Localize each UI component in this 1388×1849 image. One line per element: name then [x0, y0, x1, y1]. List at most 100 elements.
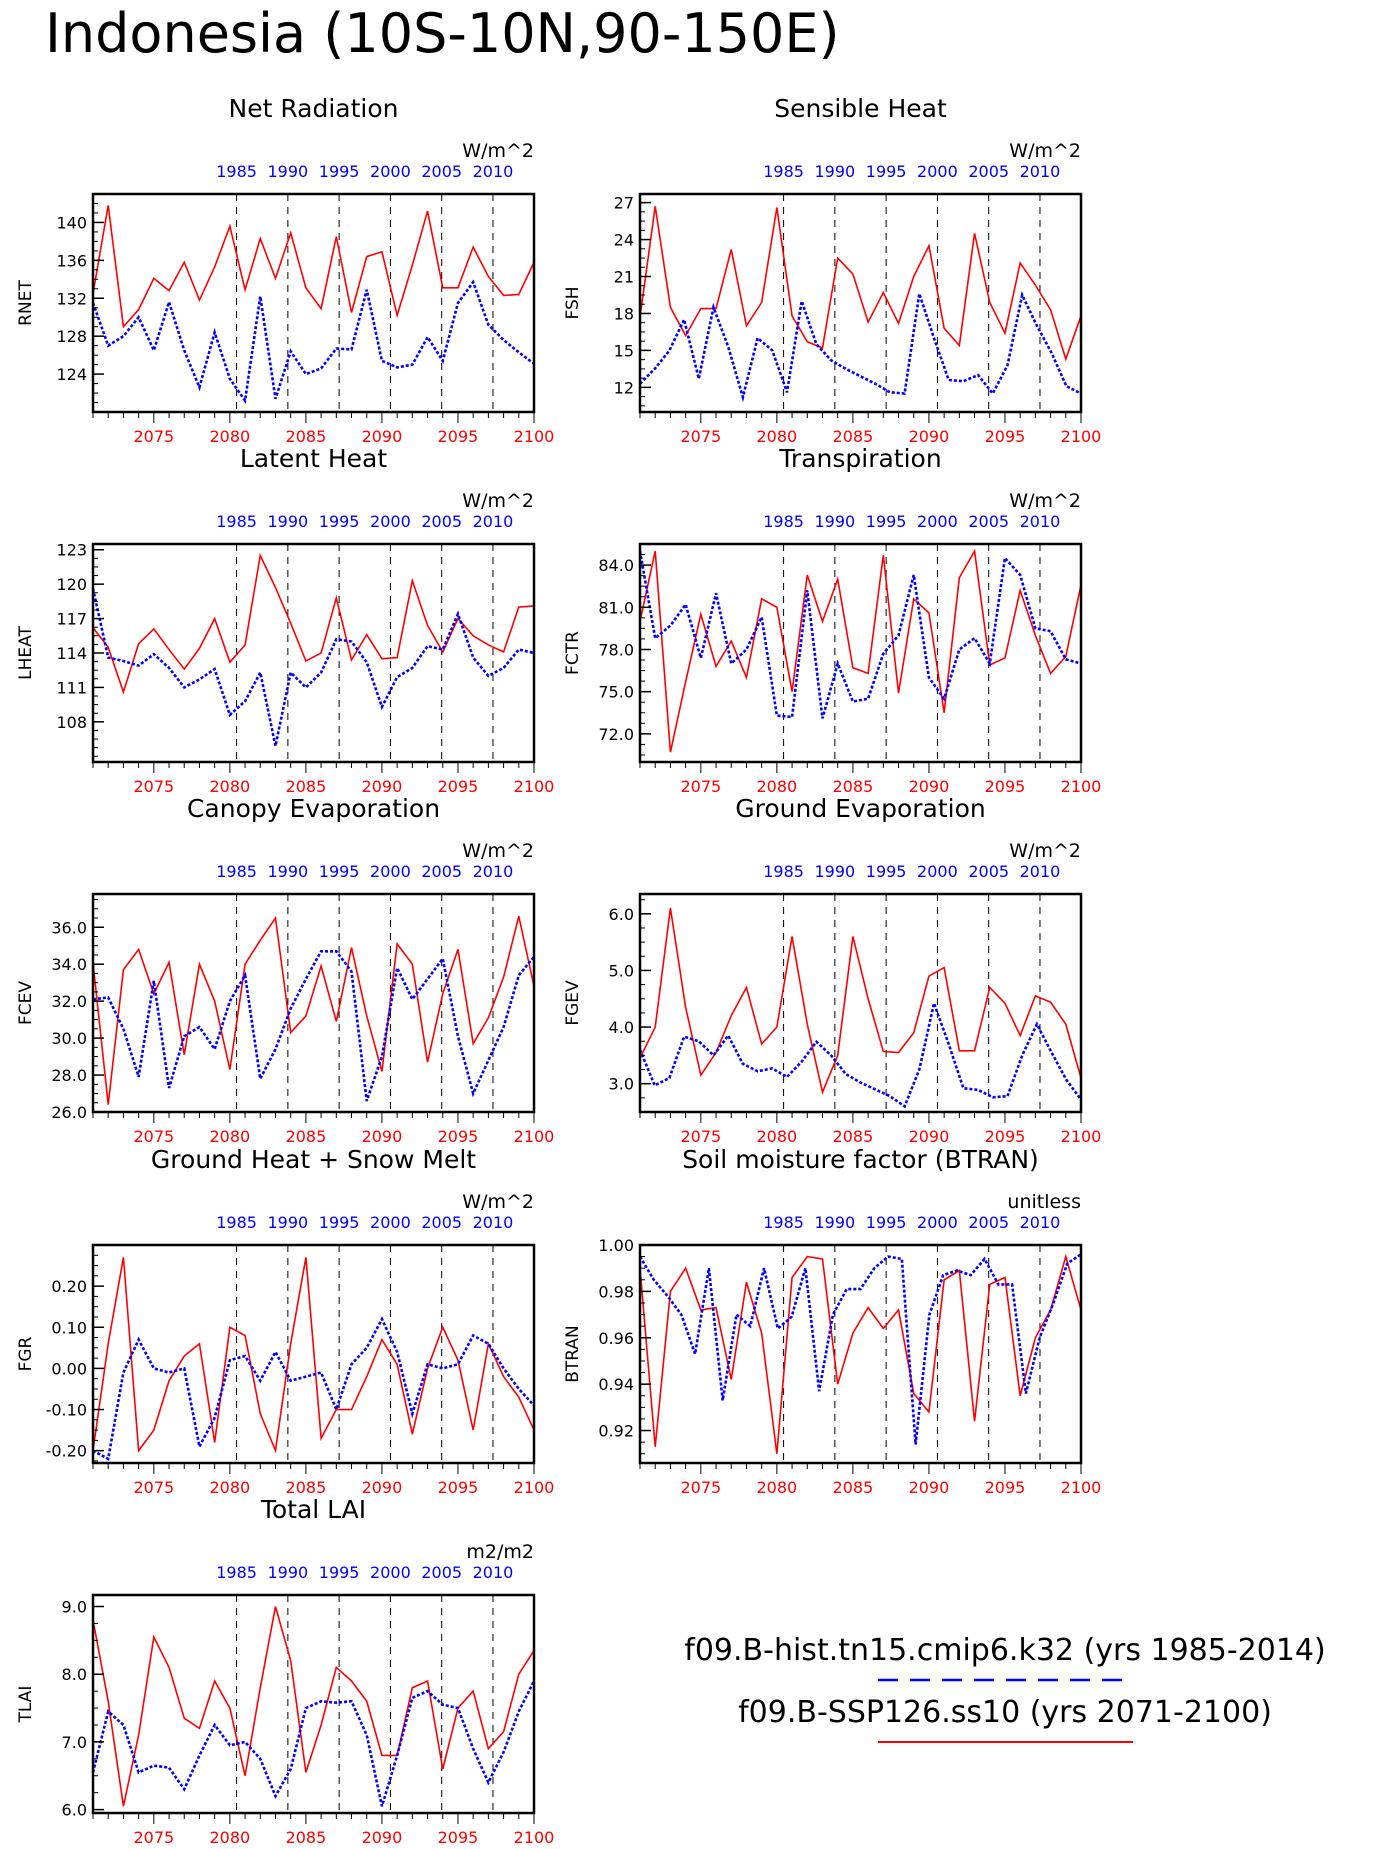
panel-units: W/m^2 — [462, 140, 534, 162]
top-year-label: 1995 — [866, 1213, 907, 1232]
y-tick-label: 32.0 — [51, 992, 87, 1011]
top-year-label: 1990 — [268, 512, 309, 531]
bottom-year-label: 2100 — [514, 1127, 555, 1146]
bottom-year-label: 2100 — [1061, 427, 1102, 446]
top-year-label: 2010 — [1020, 162, 1061, 181]
hist-series-line — [639, 290, 1082, 403]
hist-series-line — [92, 949, 536, 1102]
hist-series-line — [638, 998, 1083, 1109]
top-year-label: 2000 — [370, 1213, 411, 1232]
top-year-label: 2010 — [473, 1563, 514, 1582]
future-series-line — [639, 908, 1082, 1095]
y-tick-label: 27 — [614, 194, 634, 213]
legend-future-label: f09.B-SSP126.ss10 (yrs 2071-2100) — [738, 1695, 1272, 1730]
bottom-year-label: 2100 — [514, 777, 555, 796]
bottom-year-label: 2095 — [985, 777, 1026, 796]
bottom-year-label: 2100 — [1061, 777, 1102, 796]
future-series-line — [92, 915, 535, 1105]
top-year-label: 1995 — [866, 862, 907, 881]
top-year-label: 1995 — [866, 512, 907, 531]
plot-frame — [638, 192, 1083, 414]
future-series-line — [92, 1606, 535, 1807]
y-tick-label: 140 — [56, 213, 87, 232]
hist-series-line — [638, 550, 1082, 719]
top-year-label: 2000 — [370, 512, 411, 531]
y-tick-label: 0.98 — [598, 1282, 634, 1301]
y-tick-label: 18 — [614, 304, 634, 323]
bottom-year-label: 2085 — [286, 1828, 327, 1847]
future-series-line — [92, 552, 535, 695]
y-tick-label: 0.92 — [598, 1422, 634, 1441]
panel-fcev: Canopy Evaporation W/m^2 26.0 28.0 30.0 32.0 3… — [16, 794, 554, 1146]
y-tick-label: 28.0 — [51, 1066, 87, 1085]
y-tick-label: 0.94 — [598, 1375, 634, 1394]
bottom-year-label: 2080 — [757, 1478, 798, 1497]
y-tick-label: 9.0 — [62, 1598, 87, 1617]
top-year-label: 2010 — [1020, 512, 1061, 531]
y-tick-label: 108 — [56, 713, 87, 732]
y-tick-label: 117 — [56, 610, 87, 629]
bottom-year-label: 2095 — [985, 427, 1026, 446]
bottom-year-label: 2075 — [680, 1478, 721, 1497]
panel-units: W/m^2 — [462, 840, 534, 862]
top-year-label: 2010 — [473, 862, 514, 881]
bottom-year-label: 2080 — [210, 1478, 251, 1497]
hist-series-line — [91, 279, 535, 405]
y-tick-label: -0.20 — [46, 1442, 87, 1461]
y-tick-label: 128 — [56, 327, 87, 346]
plot-frame — [91, 192, 536, 414]
top-year-label: 2005 — [421, 512, 462, 531]
plot-frame — [638, 542, 1083, 764]
bottom-year-label: 2095 — [438, 777, 479, 796]
top-year-label: 1990 — [815, 512, 856, 531]
legend-hist-label: f09.B-hist.tn15.cmip6.k32 (yrs 1985-2014… — [684, 1633, 1325, 1668]
figure-title: Indonesia (10S-10N,90-150E) — [45, 2, 840, 65]
future-series-line — [639, 548, 1082, 753]
bottom-year-label: 2090 — [909, 1127, 950, 1146]
y-tick-label: 0.96 — [598, 1329, 634, 1348]
plot-frame — [638, 892, 1083, 1114]
top-year-label: 1995 — [866, 162, 907, 181]
bottom-year-label: 2095 — [438, 1478, 479, 1497]
panel-units: W/m^2 — [462, 1191, 534, 1213]
y-tick-label: 0.10 — [51, 1318, 87, 1337]
panel-units: W/m^2 — [462, 490, 534, 512]
bottom-year-label: 2095 — [438, 1828, 479, 1847]
panel-title: Canopy Evaporation — [187, 794, 440, 823]
panel-tlai: Total LAI m2/m2 6.0 7.0 8.0 9.0 TLAI 2075 2080 20… — [16, 1495, 554, 1847]
top-year-label: 2010 — [1020, 862, 1061, 881]
y-tick-label: 72.0 — [598, 725, 634, 744]
top-year-label: 2005 — [421, 1213, 462, 1232]
y-tick-label: 132 — [56, 289, 87, 308]
panel-title: Net Radiation — [229, 94, 399, 123]
panel-title: Total LAI — [260, 1495, 366, 1524]
hist-series-line — [91, 588, 535, 747]
plot-frame — [91, 542, 536, 764]
bottom-year-label: 2075 — [133, 427, 174, 446]
top-year-label: 2010 — [1020, 1213, 1061, 1232]
y-tick-label: 26.0 — [51, 1103, 87, 1122]
panel-btran: Soil moisture factor (BTRAN) unitless 0.92… — [563, 1145, 1101, 1497]
future-series-line — [92, 205, 535, 329]
y-axis-label: FGEV — [563, 980, 583, 1026]
panel-title: Sensible Heat — [774, 94, 947, 123]
y-axis-label: FCEV — [16, 981, 36, 1025]
panel-title: Latent Heat — [240, 444, 388, 473]
bottom-year-label: 2080 — [210, 777, 251, 796]
top-year-label: 1995 — [319, 512, 360, 531]
top-year-label: 2000 — [917, 862, 958, 881]
y-tick-label: 30.0 — [51, 1029, 87, 1048]
y-tick-label: 36.0 — [51, 918, 87, 937]
bottom-year-label: 2090 — [909, 427, 950, 446]
top-year-label: 1990 — [268, 1213, 309, 1232]
top-year-label: 1995 — [319, 1563, 360, 1582]
panel-fsh: Sensible Heat W/m^2 12 15 18 21 24 27 FSH 2075 208… — [563, 94, 1101, 446]
top-year-label: 1990 — [268, 862, 309, 881]
y-tick-label: 114 — [56, 644, 87, 663]
y-tick-label: 24 — [614, 231, 634, 250]
y-tick-label: 111 — [56, 678, 87, 697]
panel-fgev: Ground Evaporation W/m^2 3.0 4.0 5.0 6.0 FGEV 2… — [563, 794, 1101, 1146]
y-tick-label: 34.0 — [51, 955, 87, 974]
panel-title: Ground Heat + Snow Melt — [151, 1145, 476, 1174]
